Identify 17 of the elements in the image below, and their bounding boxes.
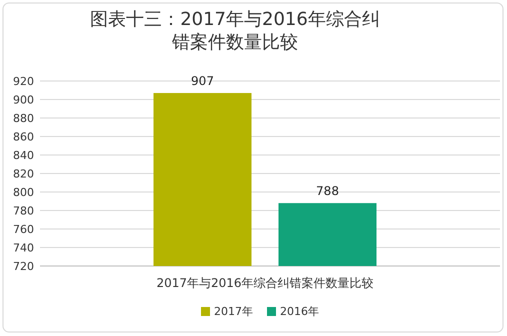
y-tick-label: 820 — [13, 168, 34, 180]
y-tick-label: 780 — [13, 204, 34, 218]
y-tick-label: 840 — [13, 149, 34, 162]
x-tick-label: 2017年与2016年综合纠错案件数量比较 — [156, 276, 374, 290]
legend-label: 2017年 — [214, 305, 253, 318]
chart-title: 图表十三：2017年与2016年综合纠错案件数量比较 — [90, 8, 380, 54]
y-tick-label: 800 — [13, 186, 34, 199]
y-tick-label: 860 — [13, 130, 34, 144]
y-tick-label: 720 — [13, 260, 34, 273]
y-tick-label: 900 — [13, 94, 34, 106]
y-tick-label: 740 — [13, 242, 34, 254]
y-tick-label: 760 — [13, 223, 34, 236]
legend-label: 2016年 — [280, 305, 319, 318]
data-label: 907 — [191, 74, 214, 88]
data-label: 788 — [316, 184, 339, 198]
y-tick-label: 880 — [13, 112, 34, 125]
y-tick-label: 920 — [13, 75, 34, 88]
